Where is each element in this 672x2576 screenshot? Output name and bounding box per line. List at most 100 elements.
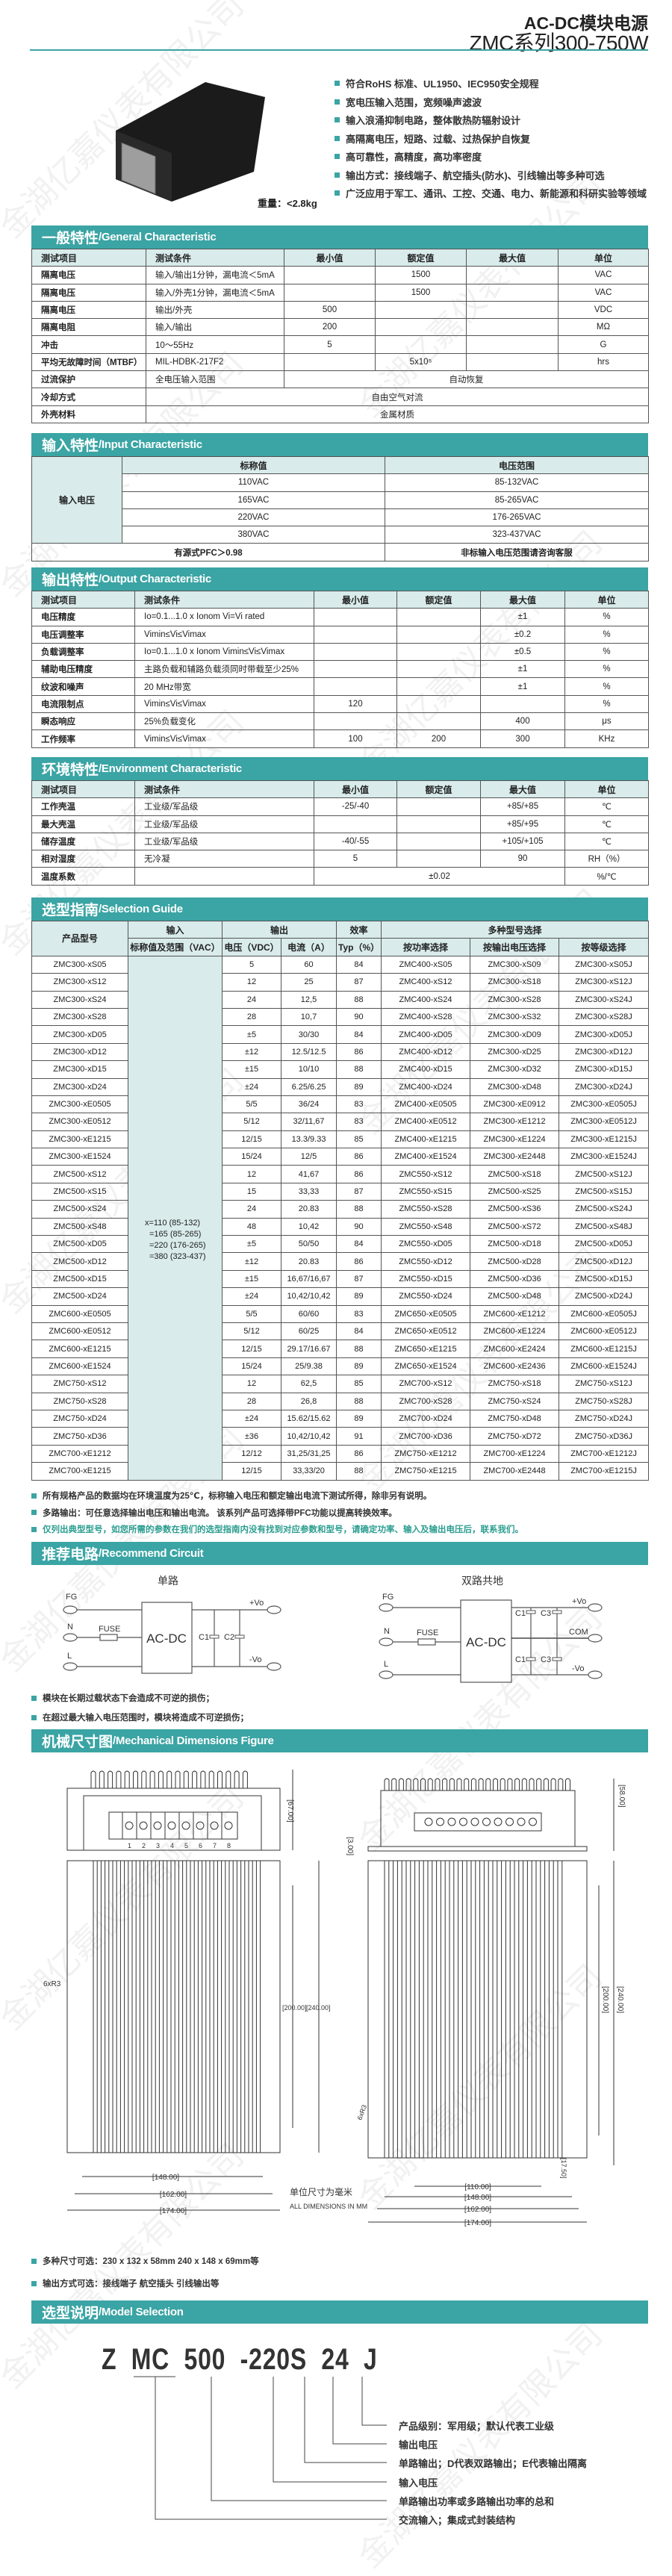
section-mechanical-header: 机械尺寸图/Mechanical Dimensions Figure [31,1729,648,1752]
section-title: 一般特性 [42,231,99,246]
table-cell: ±1 [480,660,565,679]
table-row: ZMC500-xD12 ±12 20.83 86 ZMC550-xD12 ZMC500-x… [31,1252,650,1271]
table-cell: 28 [222,1007,281,1027]
table-cell: ZMC550-xD15 [381,1269,471,1289]
heatsink-fin [225,1770,231,1788]
bullet-icon [335,99,340,105]
table-cell: ZMC300-xS05 [31,955,128,974]
table-cell: 额定值 [396,590,481,609]
table-cell: 90 [336,1217,382,1236]
table-cell: 29.17/16.67 [280,1340,337,1358]
table-cell: 多种型号选择 [381,920,650,939]
table-cell: ZMC400-xS12 [381,973,471,992]
table-cell: ZMC400-xS28 [381,1007,471,1027]
table-cell: 30/30 [280,1025,337,1044]
table-cell: ZMC300-xS28J [559,1007,650,1027]
output-negative-label: -Vo [572,1664,585,1673]
fuse-label: FUSE [99,1625,120,1634]
table-cell [396,660,481,679]
table-cell: 测试项目 [31,248,146,267]
terminal-screw-icon [517,1817,526,1826]
capacitor-label: C1 [515,1655,526,1664]
note-item: 输出方式可选：接线端子 航空插头 引线输出等 [31,2277,219,2289]
table-cell: ZMC700-xE2448 [470,1462,560,1481]
table-cell: 输入 [128,920,223,939]
fuse-label: FUSE [417,1628,438,1637]
table-cell: 89 [336,1409,382,1428]
table-cell: ℃ [564,832,649,851]
page-title: AC-DC模块电源 [523,13,648,33]
table-cell: ZMC750-xD24J [559,1409,650,1428]
table-cell: 50/50 [280,1235,337,1254]
table-cell [375,318,467,337]
bullet-icon [335,117,340,122]
table-cell: ±36 [222,1427,281,1446]
heatsink-fin [485,1778,491,1791]
model-code: Z MC 500 -220S 24 J [102,2343,378,2376]
table-cell [396,694,481,714]
table-cell: ZMC750-xD24 [31,1409,128,1428]
table-cell: ZMC600-xE0512J [559,1322,650,1341]
table-cell: ZMC600-xE1524 [31,1357,128,1376]
table-cell: 36/24 [280,1095,337,1114]
table-cell: ZMC300-xD15 [31,1060,128,1079]
table-cell [314,625,397,644]
table-cell: ZMC300-xE0505 [31,1095,128,1114]
table-cell: 83 [336,1095,382,1114]
heatsink-fin [90,1770,96,1788]
section-title: 输入特性 [42,438,99,454]
table-cell: ZMC500-xS48J [559,1217,650,1236]
bullet-icon [31,1526,37,1532]
table-cell: μs [564,712,649,731]
table-cell [396,625,481,644]
environment-table: 测试项目 测试条件 最小值 额定值 最大值 单位 工作壳温 工业级/军品级 -25/-40 +85… [31,780,649,886]
dim-162-left: [162.00] [160,2191,187,2199]
note-text: 在超过最大输入电压范围时，模块将造成不可逆损伤； [43,1714,249,1723]
heatsink-fin [427,1778,433,1791]
table-cell: Vimin≤Vi≤Vimax [134,694,314,714]
pin-number: 7 [213,1842,217,1849]
table-cell: 12/15 [222,1130,281,1149]
heatsink-fin [478,1778,484,1791]
heatsink-fin [500,1778,505,1791]
table-cell: -40/-55 [314,832,397,851]
table-cell: ZMC300-xE1524 [31,1148,128,1166]
table-cell [314,712,397,731]
capacitor-label: C1 [199,1633,209,1642]
note-item: 多种尺寸可选：230 x 132 x 58mm 240 x 148 x 69mm… [31,2255,259,2267]
heatsink-fin [449,1778,455,1791]
table-cell: ZMC550-xD05 [381,1235,471,1254]
dim-radius-right: 6xR3 [355,2104,368,2121]
table-cell [466,352,559,372]
table-header-row: 输入电压 标称值 电压范围 [31,455,649,544]
module-label: AC-DC [146,1631,187,1646]
table-row: 冷却方式 自由空气对流 [31,388,649,406]
table-cell: 220VAC [122,508,385,527]
table-cell: 隔离电压 [31,266,146,284]
table-cell: 自动恢复 [284,370,649,389]
table-cell: 85-265VAC [385,491,649,509]
table-cell: 84 [336,1322,382,1341]
table-row: 电压精度 Io=0.1...1.0 x Ionom Vi=Vi rated ±1% [31,608,649,626]
heatsink-fin [175,1770,181,1788]
table-cell: 400 [480,712,565,731]
table-cell: 过流保护 [31,370,146,389]
heatsink-fin [398,1778,404,1791]
table-cell: ZMC600-xE1224 [470,1322,560,1341]
table-cell: ZMC300-xE1215J [559,1130,650,1149]
table-cell: 测试条件 [134,590,314,609]
output-positive-label: +Vo [572,1597,586,1606]
pin-number: 6 [199,1842,202,1849]
table-cell: ZMC750-xS18 [470,1375,560,1393]
table-cell: ZMC500-xS12 [31,1165,128,1183]
feature-item: 输出方式：接线端子、航空插头(防水)、引线输出等多种可选 [335,168,605,182]
table-cell: 200 [396,729,481,748]
table-cell: 12 [222,1375,281,1393]
table-cell [396,712,481,731]
table-cell: ±5 [222,1025,281,1044]
table-cell: ±0.2 [480,625,565,644]
table-cell: ZMC650-xE1524 [381,1357,471,1376]
table-cell: % [564,660,649,679]
input-range-value: =165 (85-265) [149,1230,202,1239]
table-row: ZMC300-xS24 24 12,5 88 ZMC400-xS24 ZMC300-xS2… [31,990,650,1009]
